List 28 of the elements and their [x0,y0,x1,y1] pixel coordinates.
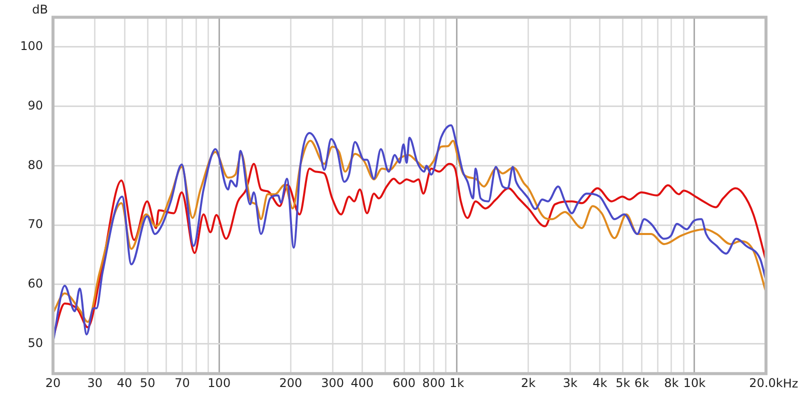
x-tick-label: 70 [174,376,190,390]
x-tick-label: 8k [664,376,679,390]
x-tick-label: 200 [279,376,302,390]
x-tick-label: 800 [422,376,446,390]
x-tick-label: 6k [634,376,650,390]
x-tick-label: 100 [208,376,231,390]
x-tick-label: 10k [683,376,706,390]
x-tick-label: 20.0k [749,376,783,390]
x-tick-label: 300 [321,376,344,390]
x-tick-label: 5k [616,376,630,390]
x-tick-label: 30 [87,376,102,390]
y-tick-label: 90 [28,98,43,112]
x-tick-label: 1k [449,376,464,390]
y-tick-label: 100 [20,39,43,54]
x-tick-label: 600 [392,376,416,390]
x-tick-label: 2k [521,376,536,390]
y-axis-title: dB [32,2,48,16]
y-tick-label: 60 [28,276,43,291]
x-tick-label: 4k [592,376,608,390]
x-tick-label: 50 [140,376,156,390]
x-tick-label: 400 [350,376,374,390]
x-tick-label: 3k [562,376,578,390]
x-tick-label: 20 [45,376,61,390]
x-axis-title: Hz [782,376,798,391]
x-tick-label: 40 [116,376,132,390]
y-tick-label: 80 [28,158,43,172]
y-tick-label: 70 [28,217,43,232]
y-tick-label: 50 [28,336,43,350]
